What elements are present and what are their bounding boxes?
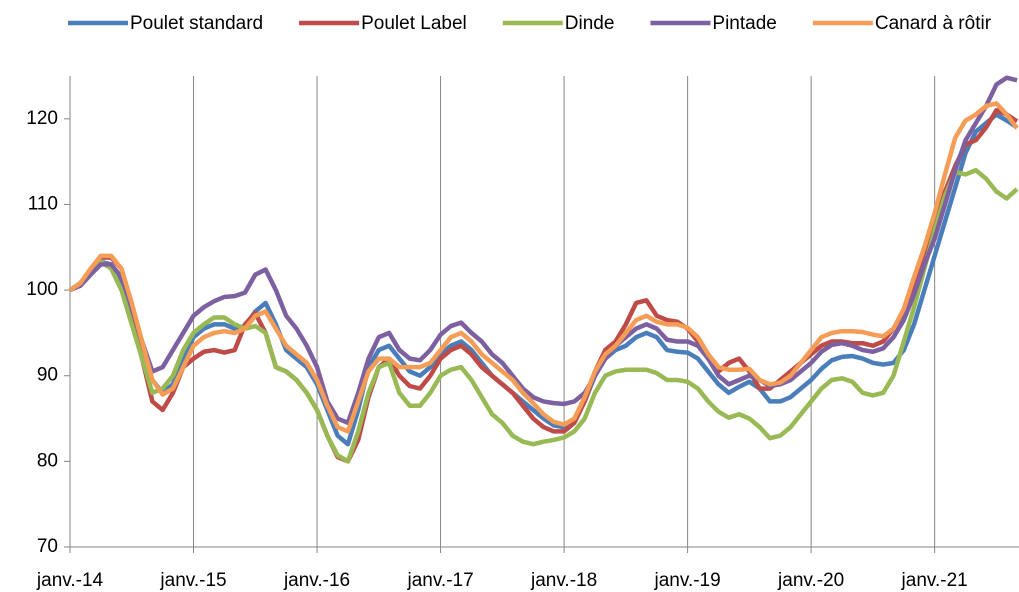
legend-item: Poulet Label <box>299 13 467 34</box>
y-tick-label: 90 <box>37 365 58 386</box>
x-tick-label: janv.-16 <box>283 570 350 591</box>
y-tick-label: 100 <box>26 279 58 300</box>
x-tick-label: janv.-20 <box>777 570 844 591</box>
y-tick-label: 120 <box>26 108 58 129</box>
legend-label: Poulet Label <box>361 13 467 34</box>
legend-item: Canard à rôtir <box>812 13 992 34</box>
legend-item: Poulet standard <box>68 13 263 34</box>
legend-label: Dinde <box>565 13 615 34</box>
legend-item: Pintade <box>650 13 777 34</box>
series-line <box>68 112 1019 447</box>
series-line <box>68 101 1019 434</box>
x-tick-label: janv.-21 <box>901 570 968 591</box>
legend-label: Canard à rôtir <box>875 13 992 34</box>
legend-label: Poulet standard <box>130 13 263 34</box>
legend-item: Dinde <box>502 13 615 34</box>
x-tick-label: janv.-18 <box>530 570 597 591</box>
series-line <box>69 75 1018 426</box>
x-tick-label: janv.-15 <box>159 570 226 591</box>
series-line <box>68 108 1019 464</box>
legend-label: Pintade <box>712 13 776 34</box>
y-tick-label: 110 <box>28 193 58 214</box>
y-tick-label: 70 <box>37 536 58 557</box>
x-tick-label: janv.-14 <box>36 570 104 591</box>
x-tick-label: janv.-19 <box>654 570 721 591</box>
series-line <box>68 167 1019 464</box>
y-tick-label: 80 <box>37 450 58 471</box>
x-tick-label: janv.-17 <box>406 570 473 591</box>
